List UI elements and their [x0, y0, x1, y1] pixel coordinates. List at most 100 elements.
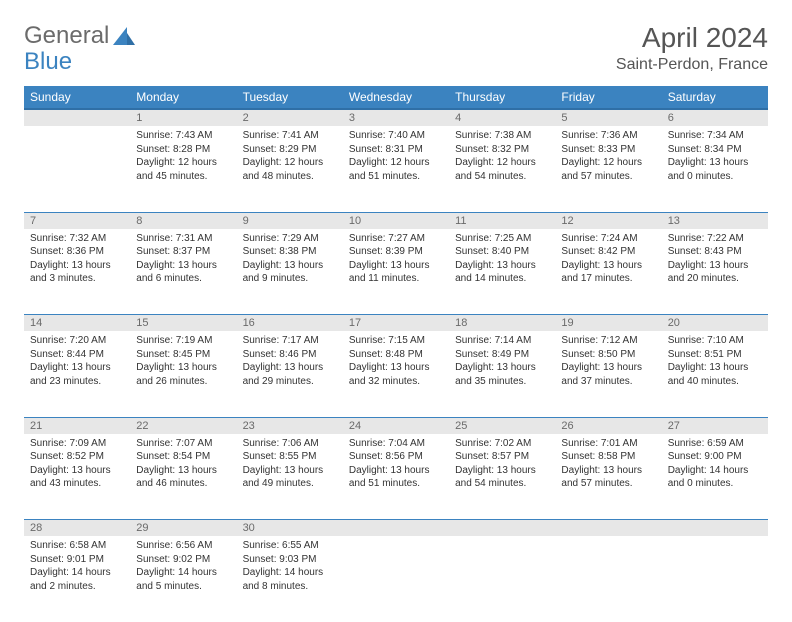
sunset-text: Sunset: 8:56 PM: [349, 450, 443, 464]
daynum-cell: 25: [449, 417, 555, 434]
day-number: 1: [130, 110, 236, 126]
day-details: Sunrise: 7:36 AMSunset: 8:33 PMDaylight:…: [555, 126, 661, 189]
daylight-text: Daylight: 12 hours and 48 minutes.: [243, 156, 337, 183]
daylight-text: Daylight: 14 hours and 2 minutes.: [30, 566, 124, 593]
day-details: Sunrise: 7:15 AMSunset: 8:48 PMDaylight:…: [343, 331, 449, 394]
sunset-text: Sunset: 8:32 PM: [455, 143, 549, 157]
day-cell: Sunrise: 7:27 AMSunset: 8:39 PMDaylight:…: [343, 229, 449, 315]
sunset-text: Sunset: 8:48 PM: [349, 348, 443, 362]
daylight-text: Daylight: 13 hours and 43 minutes.: [30, 464, 124, 491]
daylight-text: Daylight: 13 hours and 11 minutes.: [349, 259, 443, 286]
day-details: Sunrise: 7:09 AMSunset: 8:52 PMDaylight:…: [24, 434, 130, 497]
daynum-cell: 5: [555, 109, 661, 126]
day-number: 16: [237, 315, 343, 331]
daylight-text: Daylight: 13 hours and 49 minutes.: [243, 464, 337, 491]
sunset-text: Sunset: 8:58 PM: [561, 450, 655, 464]
sunrise-text: Sunrise: 6:59 AM: [668, 437, 762, 451]
daynum-cell: [555, 520, 661, 537]
sunrise-text: Sunrise: 7:27 AM: [349, 232, 443, 246]
day-cell: Sunrise: 6:58 AMSunset: 9:01 PMDaylight:…: [24, 536, 130, 622]
day-details: Sunrise: 7:34 AMSunset: 8:34 PMDaylight:…: [662, 126, 768, 189]
sunset-text: Sunset: 9:00 PM: [668, 450, 762, 464]
day-cell: Sunrise: 7:25 AMSunset: 8:40 PMDaylight:…: [449, 229, 555, 315]
day-cell: Sunrise: 7:19 AMSunset: 8:45 PMDaylight:…: [130, 331, 236, 417]
sunrise-text: Sunrise: 7:14 AM: [455, 334, 549, 348]
day-cell: Sunrise: 7:36 AMSunset: 8:33 PMDaylight:…: [555, 126, 661, 212]
day-number: [24, 110, 130, 126]
daynum-cell: 28: [24, 520, 130, 537]
sunrise-text: Sunrise: 7:43 AM: [136, 129, 230, 143]
daylight-text: Daylight: 12 hours and 45 minutes.: [136, 156, 230, 183]
day-details: Sunrise: 6:56 AMSunset: 9:02 PMDaylight:…: [130, 536, 236, 599]
day-number: 18: [449, 315, 555, 331]
sunset-text: Sunset: 8:49 PM: [455, 348, 549, 362]
daynum-cell: 11: [449, 212, 555, 229]
day-number: [343, 520, 449, 536]
daynum-cell: 8: [130, 212, 236, 229]
day-cell: Sunrise: 7:01 AMSunset: 8:58 PMDaylight:…: [555, 434, 661, 520]
day-number: 11: [449, 213, 555, 229]
day-number: 4: [449, 110, 555, 126]
daylight-text: Daylight: 13 hours and 26 minutes.: [136, 361, 230, 388]
daylight-text: Daylight: 13 hours and 32 minutes.: [349, 361, 443, 388]
week-row: Sunrise: 6:58 AMSunset: 9:01 PMDaylight:…: [24, 536, 768, 622]
daynum-cell: [24, 109, 130, 126]
day-details: Sunrise: 7:20 AMSunset: 8:44 PMDaylight:…: [24, 331, 130, 394]
day-details: Sunrise: 7:38 AMSunset: 8:32 PMDaylight:…: [449, 126, 555, 189]
sunrise-text: Sunrise: 7:01 AM: [561, 437, 655, 451]
day-cell: Sunrise: 7:29 AMSunset: 8:38 PMDaylight:…: [237, 229, 343, 315]
day-cell: Sunrise: 7:02 AMSunset: 8:57 PMDaylight:…: [449, 434, 555, 520]
daylight-text: Daylight: 13 hours and 23 minutes.: [30, 361, 124, 388]
day-details: Sunrise: 7:06 AMSunset: 8:55 PMDaylight:…: [237, 434, 343, 497]
day-cell: Sunrise: 7:14 AMSunset: 8:49 PMDaylight:…: [449, 331, 555, 417]
day-details: Sunrise: 7:27 AMSunset: 8:39 PMDaylight:…: [343, 229, 449, 292]
sunset-text: Sunset: 8:50 PM: [561, 348, 655, 362]
sunrise-text: Sunrise: 7:38 AM: [455, 129, 549, 143]
daynum-cell: 1: [130, 109, 236, 126]
daynum-cell: 19: [555, 315, 661, 332]
daylight-text: Daylight: 13 hours and 14 minutes.: [455, 259, 549, 286]
daylight-text: Daylight: 13 hours and 54 minutes.: [455, 464, 549, 491]
day-number: 12: [555, 213, 661, 229]
day-cell: Sunrise: 7:06 AMSunset: 8:55 PMDaylight:…: [237, 434, 343, 520]
day-cell: [555, 536, 661, 622]
day-details: Sunrise: 7:25 AMSunset: 8:40 PMDaylight:…: [449, 229, 555, 292]
day-cell: Sunrise: 7:17 AMSunset: 8:46 PMDaylight:…: [237, 331, 343, 417]
day-cell: Sunrise: 7:22 AMSunset: 8:43 PMDaylight:…: [662, 229, 768, 315]
daynum-cell: 14: [24, 315, 130, 332]
day-cell: Sunrise: 7:38 AMSunset: 8:32 PMDaylight:…: [449, 126, 555, 212]
sunset-text: Sunset: 9:03 PM: [243, 553, 337, 567]
daylight-text: Daylight: 12 hours and 51 minutes.: [349, 156, 443, 183]
day-number: 2: [237, 110, 343, 126]
day-number: 21: [24, 418, 130, 434]
day-number: [662, 520, 768, 536]
daynum-cell: 7: [24, 212, 130, 229]
day-cell: Sunrise: 7:34 AMSunset: 8:34 PMDaylight:…: [662, 126, 768, 212]
day-details: Sunrise: 7:22 AMSunset: 8:43 PMDaylight:…: [662, 229, 768, 292]
sunrise-text: Sunrise: 7:24 AM: [561, 232, 655, 246]
col-saturday: Saturday: [662, 86, 768, 109]
daynum-cell: 15: [130, 315, 236, 332]
day-cell: Sunrise: 7:43 AMSunset: 8:28 PMDaylight:…: [130, 126, 236, 212]
sunset-text: Sunset: 8:36 PM: [30, 245, 124, 259]
col-monday: Monday: [130, 86, 236, 109]
day-number: 28: [24, 520, 130, 536]
sunrise-text: Sunrise: 7:41 AM: [243, 129, 337, 143]
daylight-text: Daylight: 13 hours and 51 minutes.: [349, 464, 443, 491]
sunset-text: Sunset: 8:31 PM: [349, 143, 443, 157]
sunset-text: Sunset: 8:55 PM: [243, 450, 337, 464]
daynum-cell: 22: [130, 417, 236, 434]
daynum-row: 14151617181920: [24, 315, 768, 332]
day-number: 3: [343, 110, 449, 126]
day-number: 7: [24, 213, 130, 229]
day-cell: Sunrise: 7:20 AMSunset: 8:44 PMDaylight:…: [24, 331, 130, 417]
logo: General: [24, 22, 137, 50]
day-details: Sunrise: 7:41 AMSunset: 8:29 PMDaylight:…: [237, 126, 343, 189]
daynum-cell: 12: [555, 212, 661, 229]
col-sunday: Sunday: [24, 86, 130, 109]
sunset-text: Sunset: 8:29 PM: [243, 143, 337, 157]
daynum-cell: 24: [343, 417, 449, 434]
day-number: [555, 520, 661, 536]
day-number: 27: [662, 418, 768, 434]
daynum-cell: 2: [237, 109, 343, 126]
